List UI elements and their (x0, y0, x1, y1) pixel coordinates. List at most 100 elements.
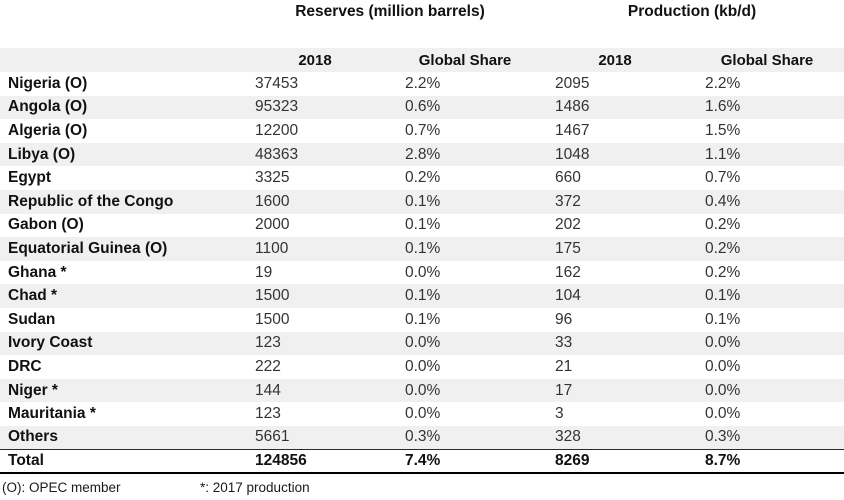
reserves-2018-cell: 123 (255, 334, 281, 352)
reserves-2018-cell: 123 (255, 405, 281, 423)
table-row: Algeria (O) 12200 0.7% 1467 1.5% (0, 119, 844, 143)
table-row: Republic of the Congo 1600 0.1% 372 0.4% (0, 189, 844, 214)
group-header-row: Reserves (million barrels) Production (k… (0, 0, 844, 48)
footnote-2017-production: *: 2017 production (200, 480, 310, 496)
reserves-share-cell: 0.6% (405, 98, 441, 116)
country-cell: Angola (O) (8, 98, 88, 116)
production-share-cell: 0.2% (705, 239, 741, 257)
production-share-cell: 2.2% (705, 74, 741, 92)
country-cell: Republic of the Congo (8, 192, 174, 210)
table-body: Nigeria (O) 37453 2.2% 2095 2.2% Angola (O) 95… (0, 72, 844, 474)
reserves-2018-cell: 1500 (255, 310, 290, 328)
production-share-cell: 1.6% (705, 98, 741, 116)
table-row: Sudan 1500 0.1% 96 0.1% (0, 308, 844, 332)
table-row: DRC 222 0.0% 21 0.0% (0, 355, 844, 379)
production-2018-cell: 33 (555, 334, 573, 352)
reserves-share-cell: 0.1% (405, 239, 441, 257)
production-share-cell: 0.0% (705, 357, 741, 375)
table-row: Angola (O) 95323 0.6% 1486 1.6% (0, 95, 844, 120)
country-cell: Equatorial Guinea (O) (8, 239, 168, 257)
production-share-cell: 0.4% (705, 192, 741, 210)
reserves-2018-cell: 95323 (255, 98, 299, 116)
production-2018-cell: 104 (555, 287, 581, 305)
reserves-2018-cell: 1600 (255, 192, 290, 210)
production-2018-cell: 3 (555, 405, 564, 423)
production-2018-cell: 1467 (555, 121, 590, 139)
total-row: Total 124856 7.4% 8269 8.7% (0, 449, 844, 474)
reserves-share-cell: 0.0% (405, 405, 441, 423)
reserves-2018-cell: 19 (255, 263, 273, 281)
reserves-share-cell: 2.8% (405, 145, 441, 163)
production-share-cell: 8.7% (705, 452, 741, 470)
table-row: Ghana * 19 0.0% 162 0.2% (0, 261, 844, 285)
country-column-header (0, 48, 240, 72)
production-2018-cell: 162 (555, 263, 581, 281)
reserves-share-cell: 0.1% (405, 287, 441, 305)
reserves-2018-cell: 3325 (255, 169, 290, 187)
table-row: Egypt 3325 0.2% 660 0.7% (0, 166, 844, 190)
reserves-share-cell: 0.0% (405, 334, 441, 352)
production-share-cell: 0.1% (705, 287, 741, 305)
production-share-cell: 0.7% (705, 169, 741, 187)
country-cell: Total (8, 452, 44, 470)
reserves-share-cell: 7.4% (405, 452, 441, 470)
production-2018-cell: 660 (555, 169, 581, 187)
reserves-2018-header: 2018 (298, 51, 332, 69)
reserves-2018-cell: 5661 (255, 428, 290, 446)
country-cell: Egypt (8, 169, 52, 187)
table-row: Chad * 1500 0.1% 104 0.1% (0, 284, 844, 308)
reserves-global-share-header: Global Share (418, 51, 512, 69)
production-2018-cell: 2095 (555, 74, 590, 92)
country-cell: Chad * (8, 287, 58, 305)
production-share-cell: 0.0% (705, 405, 741, 423)
production-2018-header: 2018 (598, 51, 632, 69)
country-cell: Nigeria (O) (8, 74, 88, 92)
table-row: Others 5661 0.3% 328 0.3% (0, 425, 844, 450)
table-row: Ivory Coast 123 0.0% 33 0.0% (0, 331, 844, 356)
table-row: Libya (O) 48363 2.8% 1048 1.1% (0, 142, 844, 167)
production-2018-cell: 328 (555, 428, 581, 446)
reserves-share-cell: 0.2% (405, 169, 441, 187)
table-row: Niger * 144 0.0% 17 0.0% (0, 378, 844, 403)
production-share-cell: 0.0% (705, 381, 741, 399)
production-2018-cell: 202 (555, 216, 581, 234)
footnote-opec-member: (O): OPEC member (2, 480, 121, 496)
production-2018-cell: 175 (555, 239, 581, 257)
production-2018-cell: 1048 (555, 145, 590, 163)
reserves-2018-cell: 37453 (255, 74, 299, 92)
production-2018-cell: 96 (555, 310, 573, 328)
country-cell: Others (8, 428, 58, 446)
production-2018-cell: 372 (555, 192, 581, 210)
country-cell: DRC (8, 357, 42, 375)
table-row: Nigeria (O) 37453 2.2% 2095 2.2% (0, 72, 844, 96)
country-column-spacer (0, 0, 240, 48)
reserves-share-cell: 0.3% (405, 428, 441, 446)
country-cell: Gabon (O) (8, 216, 84, 234)
country-cell: Sudan (8, 310, 56, 328)
country-cell: Niger * (8, 381, 58, 399)
country-cell: Mauritania * (8, 405, 96, 423)
reserves-2018-cell: 2000 (255, 216, 290, 234)
reserves-share-cell: 0.0% (405, 263, 441, 281)
production-share-cell: 0.1% (705, 310, 741, 328)
production-2018-cell: 21 (555, 357, 573, 375)
production-share-cell: 1.5% (705, 121, 741, 139)
footnotes: (O): OPEC member *: 2017 production (0, 474, 844, 500)
country-cell: Ivory Coast (8, 334, 93, 352)
reserves-share-cell: 0.1% (405, 192, 441, 210)
production-share-cell: 0.3% (705, 428, 741, 446)
reserves-2018-cell: 222 (255, 357, 281, 375)
table-row: Gabon (O) 2000 0.1% 202 0.2% (0, 214, 844, 238)
country-cell: Ghana * (8, 263, 67, 281)
reserves-share-cell: 0.0% (405, 381, 441, 399)
country-cell: Libya (O) (8, 145, 76, 163)
reserves-2018-cell: 1100 (255, 239, 289, 257)
production-2018-cell: 8269 (555, 452, 590, 470)
reserves-share-cell: 0.7% (405, 121, 441, 139)
reserves-2018-cell: 12200 (255, 121, 299, 139)
table-row: Mauritania * 123 0.0% 3 0.0% (0, 402, 844, 426)
production-share-cell: 0.2% (705, 216, 741, 234)
reserves-share-cell: 2.2% (405, 74, 441, 92)
group-header-production: Production (kb/d) (627, 3, 757, 20)
reserves-share-cell: 0.1% (405, 216, 441, 234)
